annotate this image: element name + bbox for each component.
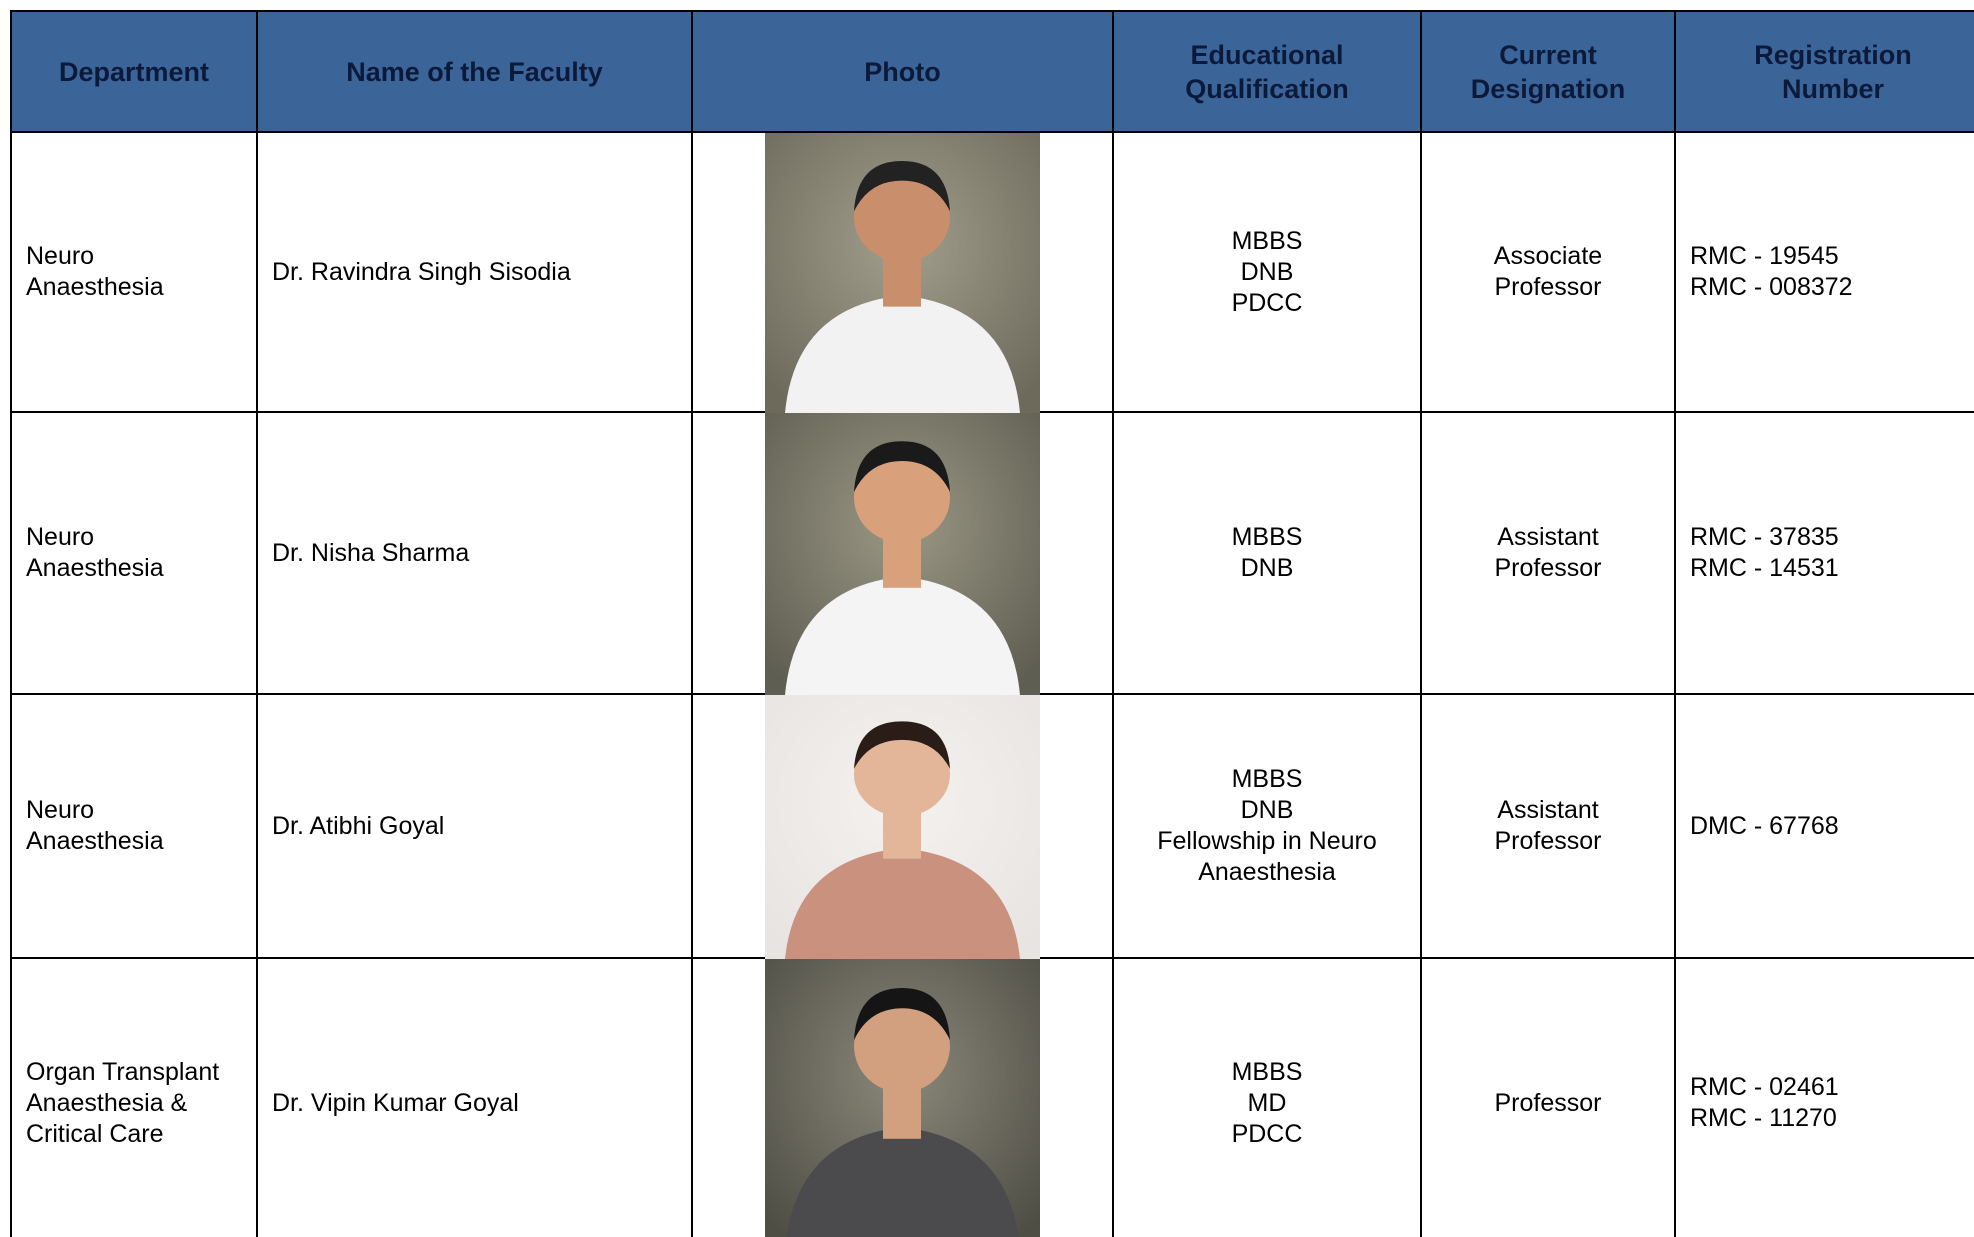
text-line: MBBS	[1231, 1057, 1303, 1086]
qualification-cell: MBBS DNB PDCC	[1112, 131, 1422, 413]
text-line: Anaesthesia	[26, 273, 164, 301]
qualification-cell: MBBS DNB Fellowship in Neuro Anaesthesia	[1112, 693, 1422, 959]
registration-cell: RMC - 37835 RMC - 14531	[1674, 411, 1974, 695]
header-cell: Name of the Faculty	[256, 10, 693, 133]
text-line: Designation	[1470, 73, 1626, 104]
text-line: Fellowship in Neuro	[1157, 827, 1377, 855]
designation-cell: Assistant Professor	[1420, 411, 1676, 695]
designation-cell: Professor	[1420, 957, 1676, 1237]
text-line: Assistant	[1497, 523, 1599, 551]
faculty-photo	[765, 413, 1040, 695]
text-line: Qualification	[1185, 73, 1349, 104]
text-line: Number	[1781, 73, 1884, 104]
text-line: Neuro	[26, 796, 95, 824]
qualification-cell: MBBS DNB	[1112, 411, 1422, 695]
text-line: Professor	[1494, 554, 1602, 582]
text-line: Name of the Faculty	[346, 56, 603, 87]
department-cell: Neuro Anaesthesia	[10, 411, 258, 695]
text-line: Associate	[1493, 242, 1603, 270]
registration-cell: RMC - 19545 RMC - 008372	[1674, 131, 1974, 413]
text-line: RMC - 11270	[1690, 1104, 1837, 1132]
photo-cell	[691, 131, 1114, 413]
text-line: Assistant	[1497, 796, 1599, 824]
text-line: Anaesthesia	[26, 554, 164, 582]
header-cell: Department	[10, 10, 258, 133]
table-row: Neuro Anaesthesia Dr. Nisha Sharma MBBS DNB…	[10, 411, 1974, 695]
photo-cell	[691, 957, 1114, 1237]
text-line: Current	[1499, 39, 1597, 70]
name-cell: Dr. Ravindra Singh Sisodia	[256, 131, 693, 413]
text-line: Department	[58, 56, 210, 87]
text-line: Organ Transplant	[26, 1057, 220, 1086]
text-line: DNB	[1240, 554, 1294, 582]
photo-cell	[691, 693, 1114, 959]
text-line: DMC - 67768	[1690, 811, 1839, 840]
table-row: Neuro Anaesthesia Dr. Ravindra Singh Sisod…	[10, 131, 1974, 413]
text-line: Professor	[1494, 1088, 1602, 1117]
department-cell: Neuro Anaesthesia	[10, 131, 258, 413]
text-line: Anaesthesia &	[26, 1088, 188, 1117]
text-line: Photo	[864, 56, 941, 87]
name-cell: Dr. Atibhi Goyal	[256, 693, 693, 959]
faculty-photo	[765, 695, 1040, 959]
text-line: Professor	[1494, 827, 1602, 855]
header-cell: Educational Qualification	[1112, 10, 1422, 133]
text-line: Dr. Ravindra Singh Sisodia	[272, 257, 571, 286]
text-line: DNB	[1240, 796, 1294, 824]
header-row: Department Name of the Faculty Photo Educat…	[10, 10, 1974, 133]
text-line: Neuro	[26, 242, 95, 270]
text-line: Educational	[1190, 39, 1344, 70]
qualification-cell: MBBS MD PDCC	[1112, 957, 1422, 1237]
text-line: MBBS	[1231, 523, 1303, 551]
text-line: Registration	[1754, 39, 1912, 70]
text-line: Dr. Atibhi Goyal	[272, 811, 445, 840]
designation-cell: Associate Professor	[1420, 131, 1676, 413]
text-line: PDCC	[1231, 1119, 1303, 1148]
header-cell: Registration Number	[1674, 10, 1974, 133]
text-line: Dr. Nisha Sharma	[272, 538, 470, 567]
header-cell: Current Designation	[1420, 10, 1676, 133]
text-line: Anaesthesia	[26, 827, 164, 855]
text-line: RMC - 14531	[1690, 554, 1839, 582]
text-line: MBBS	[1231, 765, 1303, 793]
text-line: Anaesthesia	[1198, 858, 1336, 886]
text-line: MBBS	[1231, 226, 1303, 255]
table-row: Neuro Anaesthesia Dr. Atibhi Goyal MBBS DNB…	[10, 693, 1974, 959]
registration-cell: RMC - 02461 RMC - 11270	[1674, 957, 1974, 1237]
faculty-photo	[765, 959, 1040, 1237]
text-line: Professor	[1494, 273, 1602, 301]
text-line: PDCC	[1231, 288, 1303, 317]
text-line: RMC - 02461	[1690, 1073, 1839, 1101]
text-line: RMC - 37835	[1690, 523, 1839, 551]
name-cell: Dr. Nisha Sharma	[256, 411, 693, 695]
text-line: Neuro	[26, 523, 95, 551]
header-cell: Photo	[691, 10, 1114, 133]
text-line: DNB	[1240, 257, 1294, 286]
text-line: MD	[1247, 1088, 1287, 1117]
department-cell: Organ Transplant Anaesthesia & Critical Ca…	[10, 957, 258, 1237]
faculty-table: Department Name of the Faculty Photo Educat…	[10, 10, 1974, 1237]
text-line: Critical Care	[26, 1119, 164, 1148]
designation-cell: Assistant Professor	[1420, 693, 1676, 959]
text-line: RMC - 19545	[1690, 242, 1839, 270]
faculty-photo	[765, 133, 1040, 413]
text-line: Dr. Vipin Kumar Goyal	[272, 1088, 519, 1117]
table-row: Organ Transplant Anaesthesia & Critical Ca…	[10, 957, 1974, 1237]
registration-cell: DMC - 67768	[1674, 693, 1974, 959]
text-line: RMC - 008372	[1690, 273, 1853, 301]
department-cell: Neuro Anaesthesia	[10, 693, 258, 959]
name-cell: Dr. Vipin Kumar Goyal	[256, 957, 693, 1237]
photo-cell	[691, 411, 1114, 695]
